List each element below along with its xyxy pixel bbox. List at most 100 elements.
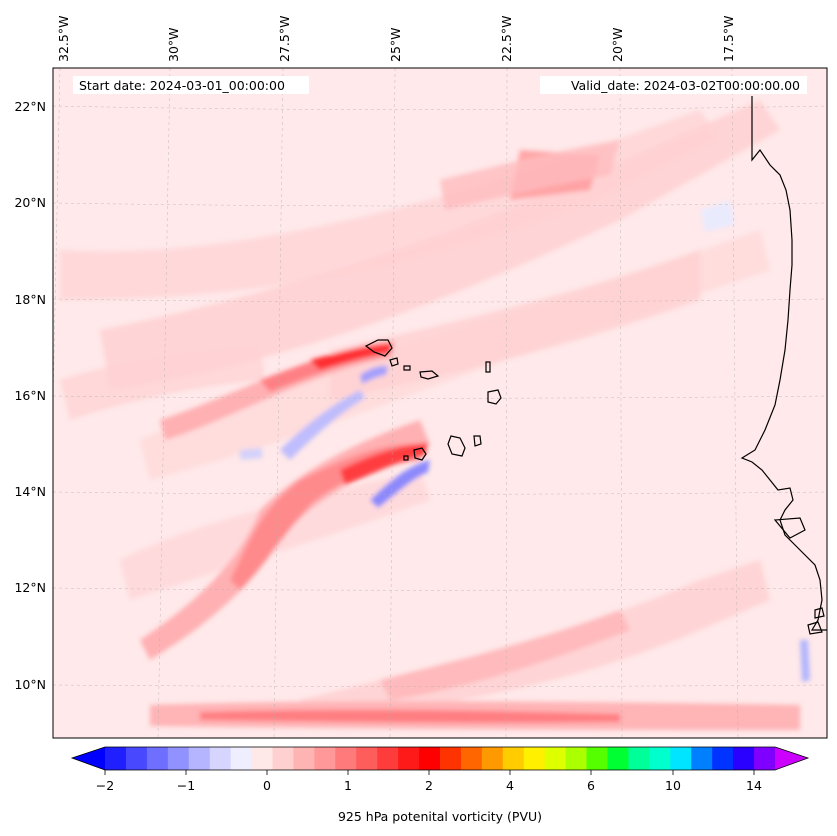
gridlines bbox=[53, 68, 827, 738]
map-panel: Start date: 2024-03-01_00:00:00 Valid_da… bbox=[53, 68, 827, 738]
colorbar-cell bbox=[649, 747, 671, 770]
colorbar-cell bbox=[146, 747, 169, 770]
lon-label: 20°W bbox=[610, 27, 625, 62]
colorbar-cell bbox=[419, 747, 441, 770]
pv-negative bbox=[700, 200, 735, 232]
cape-verde-islands bbox=[364, 339, 502, 461]
colorbar-max-extension bbox=[775, 747, 808, 770]
pv-negative bbox=[240, 448, 262, 460]
colorbar-cell bbox=[230, 747, 253, 770]
lat-label: 20°N bbox=[14, 195, 46, 210]
colorbar-cell bbox=[586, 747, 608, 770]
pv-negative bbox=[370, 460, 430, 508]
pv-streamer bbox=[340, 443, 428, 485]
colorbar-cell bbox=[523, 747, 546, 770]
pv-band bbox=[330, 250, 700, 400]
colorbar-cell bbox=[293, 747, 315, 770]
colorbar-min-extension bbox=[72, 747, 105, 770]
colorbar-tick-label: 10 bbox=[665, 778, 681, 793]
lat-label: 12°N bbox=[14, 580, 46, 595]
colorbar-cell bbox=[502, 747, 525, 770]
pv-negative bbox=[800, 640, 810, 682]
pv-field bbox=[60, 100, 810, 730]
colorbar-cell bbox=[754, 747, 776, 770]
colorbar-cell bbox=[733, 747, 755, 770]
coastline bbox=[740, 96, 827, 635]
colorbar-cells bbox=[105, 747, 776, 770]
lon-label: 27.5°W bbox=[277, 16, 292, 62]
start-date-box bbox=[73, 76, 309, 94]
start-date-label: Start date: 2024-03-01_00:00:00 bbox=[79, 78, 285, 93]
pv-band bbox=[60, 110, 720, 300]
lon-label: 17.5°W bbox=[721, 16, 736, 62]
africa-coastline bbox=[740, 96, 827, 631]
lat-label: 16°N bbox=[14, 388, 46, 403]
colorbar-cell bbox=[377, 747, 399, 770]
colorbar-title: 925 hPa potenital vorticity (PVU) bbox=[338, 809, 542, 824]
coast-detail bbox=[807, 621, 823, 635]
island bbox=[389, 357, 399, 367]
lat-label: 22°N bbox=[14, 99, 46, 114]
colorbar-cell bbox=[691, 747, 713, 770]
lon-label: 32.5°W bbox=[56, 16, 71, 62]
lon-label: 30°W bbox=[166, 27, 181, 62]
colorbar-cell bbox=[607, 747, 629, 770]
colorbar-cell bbox=[125, 747, 148, 770]
colorbar-cell bbox=[356, 747, 378, 770]
island bbox=[403, 365, 411, 371]
colorbar-tick-label: 0 bbox=[263, 778, 271, 793]
pv-negative bbox=[280, 390, 365, 460]
pv-band bbox=[200, 709, 620, 723]
colorbar-tick-label: 6 bbox=[587, 778, 595, 793]
pv-negative bbox=[360, 365, 388, 384]
pv-band bbox=[60, 345, 265, 420]
island bbox=[473, 435, 482, 447]
colorbar-cell bbox=[251, 747, 273, 770]
lon-label: 25°W bbox=[388, 27, 403, 62]
island bbox=[413, 447, 427, 461]
lat-label: 14°N bbox=[14, 484, 46, 499]
island bbox=[487, 389, 502, 405]
colorbar-cell bbox=[712, 747, 734, 770]
colorbar-cell bbox=[335, 747, 357, 770]
coast-detail bbox=[814, 607, 825, 619]
colorbar-cell bbox=[188, 747, 211, 770]
colorbar-tick-label: 1 bbox=[344, 778, 352, 793]
colorbar-cell bbox=[314, 747, 336, 770]
colorbar-cell bbox=[398, 747, 420, 770]
valid-date-box bbox=[540, 76, 807, 94]
colorbar-cell bbox=[105, 747, 127, 770]
island bbox=[364, 339, 393, 357]
pv-streamer bbox=[140, 420, 430, 660]
lon-label: 22.5°W bbox=[499, 16, 514, 62]
map-frame bbox=[52, 67, 828, 739]
colorbar-ticks bbox=[104, 770, 755, 775]
pv-band bbox=[440, 140, 620, 210]
colorbar-cell bbox=[209, 747, 232, 770]
colorbar-cell bbox=[544, 747, 567, 770]
island bbox=[485, 361, 491, 373]
colorbar-cell bbox=[460, 747, 483, 770]
pv-band bbox=[380, 610, 630, 700]
colorbar-cell bbox=[565, 747, 588, 770]
coast-detail bbox=[773, 517, 806, 539]
colorbar-tick-label: 4 bbox=[506, 778, 514, 793]
colorbar-cell bbox=[481, 747, 504, 770]
colorbar-cell bbox=[628, 747, 650, 770]
colorbar-cell bbox=[272, 747, 294, 770]
lat-label: 18°N bbox=[14, 292, 46, 307]
colorbar: −2 −1 0 1 2 4 6 10 14 925 hPa potenital … bbox=[70, 746, 810, 824]
island bbox=[419, 370, 440, 380]
colorbar-cell bbox=[167, 747, 190, 770]
latitude-labels: 22°N 20°N 18°N 16°N 14°N 12°N 10°N bbox=[14, 99, 46, 692]
colorbar-cell bbox=[440, 747, 462, 770]
colorbar-tick-label: 14 bbox=[746, 778, 762, 793]
island bbox=[447, 435, 466, 457]
colorbar-tick-label: 2 bbox=[425, 778, 433, 793]
longitude-labels: 32.5°W 30°W 27.5°W 25°W 22.5°W 20°W 17.5… bbox=[56, 16, 736, 62]
colorbar-cell bbox=[670, 747, 692, 770]
island bbox=[403, 455, 409, 461]
colorbar-tick-label: −2 bbox=[96, 778, 114, 793]
colorbar-tick-label: −1 bbox=[177, 778, 195, 793]
